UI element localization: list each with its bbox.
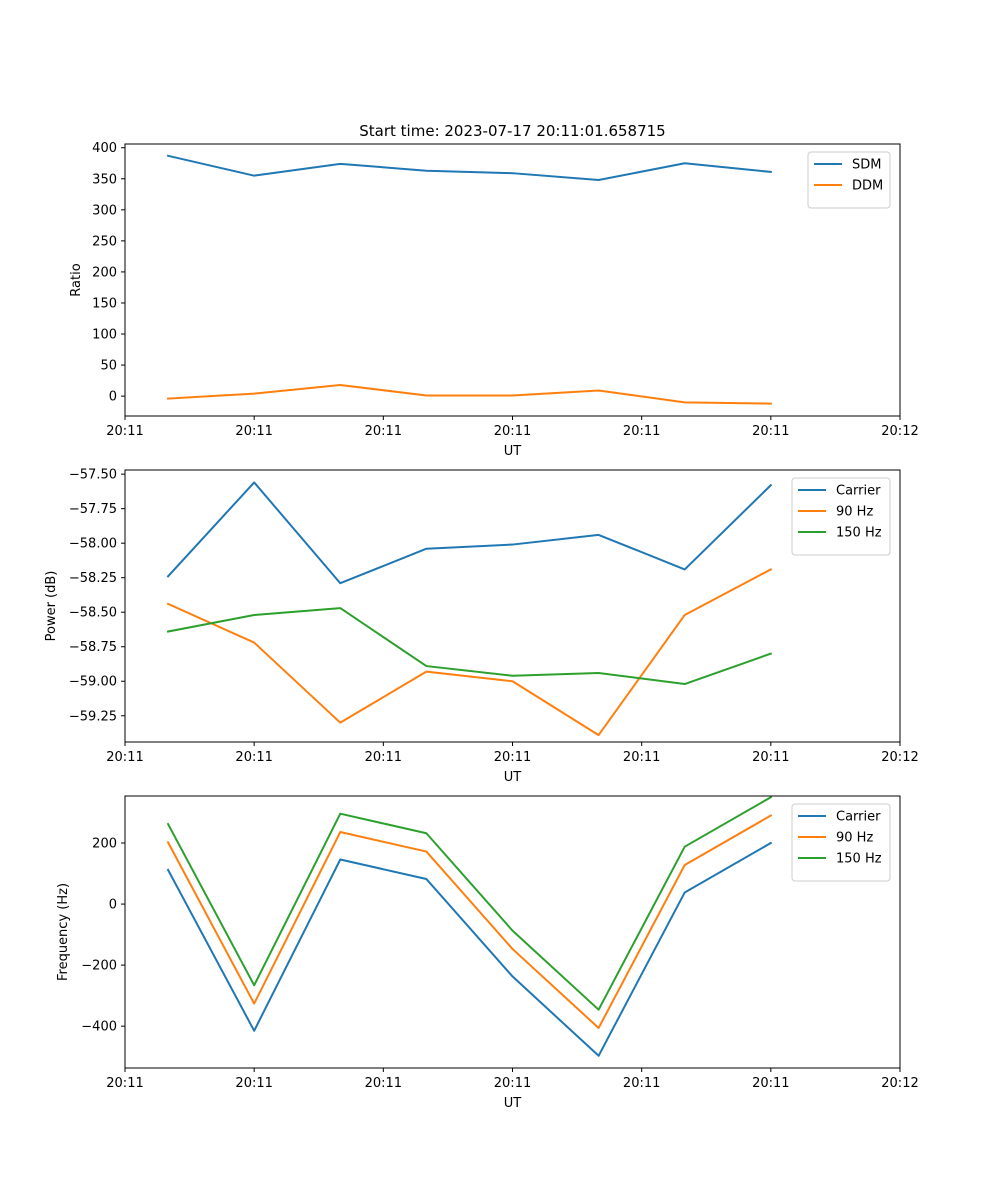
y-tick-label: 0 bbox=[109, 390, 117, 405]
y-tick-label: −200 bbox=[81, 959, 117, 974]
x-tick-label: 20:11 bbox=[365, 424, 402, 439]
x-axis: 20:11 20:11 20:11 20:11 20:11 20:11 20:12 UT bbox=[106, 416, 919, 459]
series-line-150-hz bbox=[166, 607, 773, 686]
legend-label: 90 Hz bbox=[836, 505, 873, 520]
x-tick-label: 20:11 bbox=[623, 1076, 660, 1091]
legend-label: SDM bbox=[852, 158, 881, 173]
x-axis-label: UT bbox=[504, 1096, 522, 1111]
series-group bbox=[166, 154, 772, 405]
x-tick-label: 20:11 bbox=[235, 750, 272, 765]
y-tick-label: 100 bbox=[92, 328, 117, 343]
series-group bbox=[166, 481, 773, 737]
legend-label: DDM bbox=[852, 179, 883, 194]
legend: Carrier 90 Hz 150 Hz bbox=[791, 803, 891, 882]
x-tick-label: 20:12 bbox=[881, 750, 918, 765]
x-tick-label: 20:11 bbox=[494, 1076, 531, 1091]
x-tick-label: 20:11 bbox=[494, 750, 531, 765]
y-axis: −59.25 −59.00 −58.75 −58.50 −58.25 −58.00 −57.… bbox=[44, 468, 125, 724]
x-axis: 20:11 20:11 20:11 20:11 20:11 20:11 20:12 UT bbox=[106, 1068, 919, 1111]
legend-box bbox=[807, 151, 891, 209]
legend-label: Carrier bbox=[836, 810, 881, 825]
x-tick-label: 20:11 bbox=[623, 424, 660, 439]
legend-box bbox=[791, 477, 891, 556]
x-tick-label: 20:11 bbox=[752, 750, 789, 765]
y-tick-label: −59.25 bbox=[69, 709, 117, 724]
x-axis-label: UT bbox=[504, 770, 522, 785]
y-tick-label: −57.75 bbox=[69, 502, 117, 517]
x-tick-label: 20:11 bbox=[752, 424, 789, 439]
chart-title: Start time: 2023-07-17 20:11:01.658715 bbox=[359, 122, 665, 140]
y-tick-label: 350 bbox=[92, 172, 117, 187]
x-tick-label: 20:11 bbox=[623, 750, 660, 765]
y-tick-label: −58.50 bbox=[69, 606, 117, 621]
axes-frame bbox=[124, 469, 901, 743]
x-tick-label: 20:11 bbox=[752, 1076, 789, 1091]
y-axis-label: Frequency (Hz) bbox=[56, 883, 71, 981]
series-line-150-hz bbox=[166, 795, 773, 1011]
x-tick-label: 20:11 bbox=[365, 750, 402, 765]
series-line-90-hz bbox=[166, 814, 773, 1030]
y-axis-label: Ratio bbox=[69, 263, 84, 296]
x-tick-label: 20:12 bbox=[881, 424, 918, 439]
x-tick-label: 20:11 bbox=[106, 424, 143, 439]
axes-frame bbox=[124, 795, 901, 1069]
axes-frame bbox=[124, 143, 901, 417]
y-tick-label: −58.25 bbox=[69, 571, 117, 586]
legend-box bbox=[791, 803, 891, 882]
x-tick-label: 20:11 bbox=[365, 1076, 402, 1091]
y-tick-label: −58.75 bbox=[69, 640, 117, 655]
y-tick-label: −59.00 bbox=[69, 675, 117, 690]
legend-label: 150 Hz bbox=[836, 526, 882, 541]
x-tick-label: 20:11 bbox=[235, 1076, 272, 1091]
chart-3: 20:11 20:11 20:11 20:11 20:11 20:11 20:12 UT −40… bbox=[56, 795, 919, 1111]
series-line-carrier bbox=[166, 841, 773, 1057]
x-tick-label: 20:11 bbox=[106, 750, 143, 765]
y-tick-label: 0 bbox=[109, 898, 117, 913]
series-line-sdm bbox=[166, 154, 772, 182]
legend: SDM DDM bbox=[807, 151, 891, 209]
chart-1: Start time: 2023-07-17 20:11:01.658715 20… bbox=[69, 122, 919, 459]
y-tick-label: −58.00 bbox=[69, 537, 117, 552]
legend-label: 150 Hz bbox=[836, 852, 882, 867]
chart-2: 20:11 20:11 20:11 20:11 20:11 20:11 20:12 UT −59… bbox=[44, 468, 919, 785]
series-line-carrier bbox=[166, 481, 773, 585]
y-tick-label: 300 bbox=[92, 203, 117, 218]
series-group bbox=[166, 795, 773, 1057]
y-tick-label: 250 bbox=[92, 234, 117, 249]
x-axis-label: UT bbox=[504, 444, 522, 459]
x-axis: 20:11 20:11 20:11 20:11 20:11 20:11 20:12 UT bbox=[106, 742, 919, 785]
series-line-ddm bbox=[167, 383, 772, 405]
y-axis: 0 50 100 150 200 250 300 350 400 Ratio bbox=[69, 141, 125, 405]
x-tick-label: 20:11 bbox=[106, 1076, 143, 1091]
y-tick-label: 50 bbox=[100, 359, 117, 374]
y-tick-label: 400 bbox=[92, 141, 117, 156]
y-tick-label: 200 bbox=[92, 265, 117, 280]
y-tick-label: 200 bbox=[92, 837, 117, 852]
x-tick-label: 20:11 bbox=[235, 424, 272, 439]
series-line-90-hz bbox=[166, 568, 773, 737]
y-axis: −400 −200 0 200 Frequency (Hz) bbox=[56, 837, 125, 1035]
legend: Carrier 90 Hz 150 Hz bbox=[791, 477, 891, 556]
x-tick-label: 20:11 bbox=[494, 424, 531, 439]
y-tick-label: −400 bbox=[81, 1020, 117, 1035]
legend-label: 90 Hz bbox=[836, 831, 873, 846]
y-tick-label: −57.50 bbox=[69, 468, 117, 483]
legend-label: Carrier bbox=[836, 484, 881, 499]
x-tick-label: 20:12 bbox=[881, 1076, 918, 1091]
y-tick-label: 150 bbox=[92, 296, 117, 311]
y-axis-label: Power (dB) bbox=[44, 571, 59, 642]
